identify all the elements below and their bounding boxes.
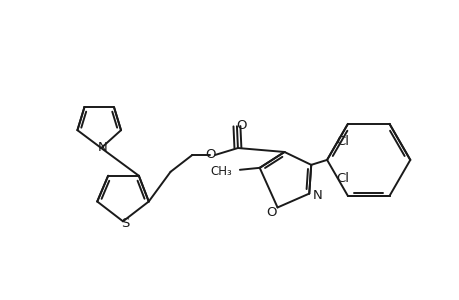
Text: CH₃: CH₃: [210, 165, 231, 178]
Text: Cl: Cl: [336, 135, 349, 148]
Text: N: N: [97, 140, 107, 154]
Text: N: N: [312, 189, 321, 202]
Text: S: S: [121, 217, 129, 230]
Text: O: O: [205, 148, 215, 161]
Text: Cl: Cl: [336, 172, 349, 184]
Text: O: O: [266, 206, 276, 219]
Text: O: O: [236, 119, 246, 132]
